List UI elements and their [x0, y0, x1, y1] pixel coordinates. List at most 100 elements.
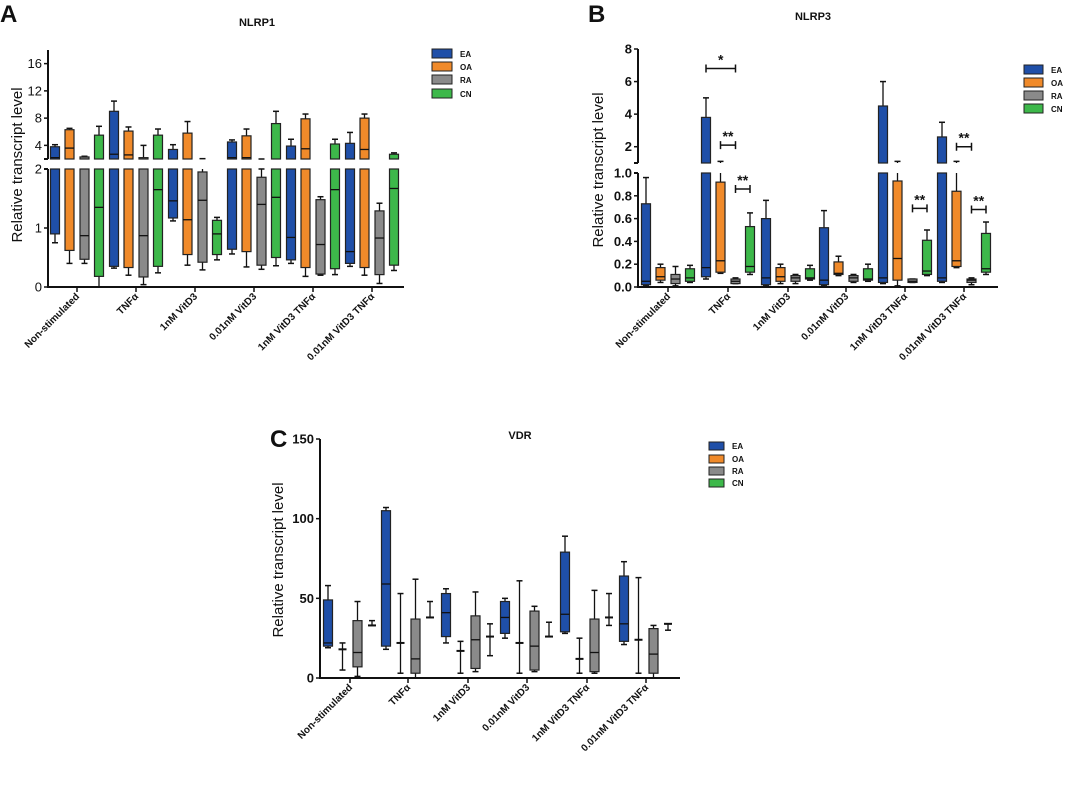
y-tick-label: 0 [35, 280, 42, 295]
box-body [256, 176, 267, 266]
legend-label: OA [732, 455, 744, 464]
y-tick-label: 0.2 [614, 257, 632, 272]
box-ea [559, 535, 571, 635]
chart-title: NLRP3 [795, 11, 831, 23]
x-tick-label: TNFα [115, 291, 141, 317]
box-body [270, 168, 282, 259]
box-ra [470, 591, 481, 673]
chart-title: NLRP1 [239, 17, 275, 29]
significance-bracket [970, 205, 987, 214]
legend-swatch-cn [1023, 103, 1044, 114]
x-tick-label: 0.01nM VitD3 [799, 291, 851, 343]
box-cn [93, 125, 105, 288]
y-tick-label: 6 [625, 74, 632, 89]
box-body [744, 225, 756, 273]
box-body [123, 168, 134, 269]
box-body [760, 218, 772, 286]
significance-label: ** [737, 172, 748, 188]
box-oa [515, 580, 524, 674]
legend-label: OA [460, 63, 472, 72]
box-body [285, 168, 297, 261]
box-ea [700, 97, 712, 280]
box-body [684, 268, 696, 282]
box-body [877, 172, 889, 284]
box-oa [64, 127, 75, 265]
y-tick-label: 2 [625, 139, 632, 154]
box-ra [730, 277, 741, 285]
x-tick-label: 1nM VitD3 [158, 291, 200, 333]
y-tick-label: 0 [307, 671, 314, 686]
box-ea [499, 597, 511, 639]
box-ea [877, 80, 889, 285]
legend-label: CN [460, 90, 472, 99]
box-body [344, 168, 356, 265]
box-body [270, 122, 282, 160]
legend-swatch-cn [708, 478, 725, 488]
box-oa [575, 637, 584, 674]
box-body [211, 219, 223, 256]
box-ea [49, 143, 61, 244]
box-body [344, 142, 356, 160]
significance-bracket [719, 141, 737, 150]
legend-label: CN [1051, 105, 1063, 114]
legend-swatch-cn [431, 88, 453, 99]
box-ra [648, 624, 659, 679]
box-body [589, 618, 600, 673]
box-body [93, 134, 105, 160]
box-oa [833, 255, 844, 277]
panel-letter: A [0, 1, 17, 28]
box-cn [368, 619, 376, 627]
box-ra [966, 277, 977, 286]
box-body [936, 172, 948, 282]
box-body [921, 239, 933, 276]
y-tick-label: 8 [625, 42, 632, 57]
box-body [700, 116, 712, 164]
box-body [388, 168, 400, 266]
significance-label: * [718, 52, 724, 68]
box-body [359, 168, 370, 269]
box-body [49, 168, 61, 235]
legend-label: EA [732, 442, 743, 451]
box-body [226, 168, 238, 250]
box-body [640, 203, 652, 286]
y-tick-label: 4 [35, 138, 42, 153]
box-ea [936, 121, 948, 284]
box-ea [285, 138, 297, 265]
box-body [352, 620, 363, 668]
box-body [440, 592, 452, 638]
box-cn [921, 229, 933, 277]
box-body [64, 168, 75, 252]
significance-bracket [705, 64, 737, 73]
box-oa [300, 113, 311, 278]
box-body [329, 168, 341, 270]
box-body [79, 168, 90, 260]
box-oa [655, 263, 666, 284]
box-oa [241, 128, 252, 268]
legend-swatch-oa [708, 454, 725, 464]
box-ra [529, 605, 540, 673]
significance-label: ** [959, 130, 970, 146]
box-body [648, 628, 659, 674]
box-ra [907, 278, 918, 284]
legend-swatch-ra [431, 74, 453, 85]
box-ea [322, 584, 334, 649]
box-ea [226, 139, 238, 255]
box-ea [818, 209, 830, 287]
box-body [529, 610, 540, 671]
x-tick-label: 1nM VitD3 [431, 682, 473, 724]
box-ra [790, 273, 801, 285]
y-tick-label: 0.6 [614, 211, 632, 226]
significance-label: ** [914, 191, 925, 207]
panel-letter: B [588, 1, 605, 28]
box-ra [197, 157, 208, 271]
significance-label: ** [973, 192, 984, 208]
legend-label: RA [460, 76, 472, 85]
box-body [64, 129, 75, 160]
box-ea [618, 560, 630, 646]
box-body [877, 105, 889, 164]
box-oa [892, 160, 903, 287]
box-ea [167, 143, 179, 222]
legend-swatch-ra [1023, 90, 1044, 101]
y-tick-label: 8 [35, 111, 42, 126]
